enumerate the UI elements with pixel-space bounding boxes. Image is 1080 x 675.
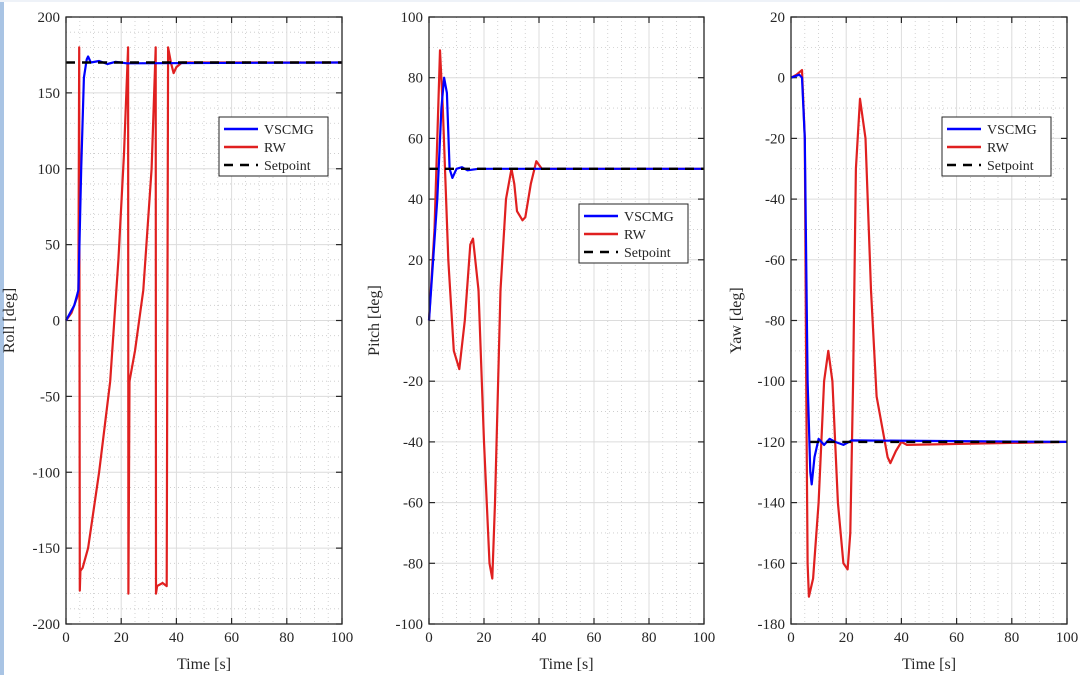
y-tick-label: -80	[765, 314, 785, 330]
window-edge	[0, 0, 4, 675]
y-tick-label: -40	[765, 192, 785, 208]
x-tick-label: 100	[1056, 630, 1079, 646]
legend-label-vscmg: VSCMG	[624, 210, 674, 225]
y-tick-label: 0	[778, 71, 786, 87]
x-tick-label: 40	[169, 630, 184, 646]
x-tick-label: 20	[114, 630, 129, 646]
y-tick-label: -150	[33, 541, 61, 557]
y-tick-label: 100	[38, 162, 61, 178]
x-tick-label: 80	[279, 630, 294, 646]
y-tick-label: -50	[40, 389, 60, 405]
y-tick-label: -160	[758, 556, 786, 572]
x-tick-label: 100	[693, 630, 716, 646]
subplot-roll: 0 20 40 60 80 100 -200 -150 -100 -50 0 50 100 150 200 T…	[1, 10, 353, 673]
x-tick-label: 20	[477, 630, 492, 646]
legend-label-vscmg: VSCMG	[264, 123, 314, 138]
axes-frame	[428, 16, 705, 625]
x-tick-label: 60	[587, 630, 602, 646]
series-line-vscmg	[790, 73, 1068, 486]
legend-label-vscmg: VSCMG	[987, 123, 1037, 138]
x-tick-label: 40	[894, 630, 909, 646]
legend-label-rw: RW	[624, 228, 647, 243]
legend-label-setpoint: Setpoint	[624, 246, 671, 261]
x-tick-label: 80	[1004, 630, 1019, 646]
axes-frame	[790, 16, 1068, 625]
x-axis-label: Time [s]	[177, 656, 231, 673]
legend-label-rw: RW	[987, 141, 1010, 156]
y-tick-label: -120	[758, 435, 786, 451]
y-axis-label: Yaw [deg]	[728, 287, 745, 353]
y-tick-label: 20	[408, 253, 423, 269]
legend-label-setpoint: Setpoint	[987, 159, 1034, 174]
y-tick-label: 80	[408, 71, 423, 87]
y-tick-label: -40	[403, 435, 423, 451]
x-tick-label: 0	[62, 630, 70, 646]
subplot-pitch: 0 20 40 60 80 100 -100 -80 -60 -40 -20 0 20 40 60 80 100…	[366, 10, 715, 673]
legend: VSCMG RW Setpoint	[941, 116, 1052, 177]
y-tick-label: -100	[758, 374, 786, 390]
y-tick-label: -60	[403, 496, 423, 512]
legend-label-setpoint: Setpoint	[264, 159, 311, 174]
y-tick-label: 20	[770, 10, 785, 26]
series-line-rw	[427, 49, 704, 580]
y-tick-label: -80	[403, 556, 423, 572]
series-line-rw	[65, 46, 342, 595]
y-tick-label: 40	[408, 192, 423, 208]
x-tick-label: 100	[331, 630, 354, 646]
y-tick-label: -140	[758, 496, 786, 512]
y-tick-label: -100	[33, 465, 61, 481]
legend: VSCMG RW Setpoint	[218, 116, 329, 177]
y-tick-label: 100	[401, 10, 424, 26]
y-tick-label: -180	[758, 617, 786, 633]
y-tick-label: -60	[765, 253, 785, 269]
y-tick-label: 0	[416, 314, 424, 330]
x-tick-label: 60	[949, 630, 964, 646]
x-tick-label: 20	[839, 630, 854, 646]
legend: VSCMG RW Setpoint	[578, 203, 689, 264]
window-top-edge	[0, 0, 1080, 2]
x-tick-label: 40	[532, 630, 547, 646]
x-axis-label: Time [s]	[902, 656, 956, 673]
y-axis-label: Pitch [deg]	[366, 285, 383, 356]
x-tick-label: 0	[425, 630, 433, 646]
x-axis-label: Time [s]	[539, 656, 593, 673]
y-tick-label: 60	[408, 131, 423, 147]
subplot-yaw: 0 20 40 60 80 100 -180 -160 -140 -120 -100 -80 -60 -4…	[728, 10, 1078, 673]
y-tick-label: 150	[38, 86, 61, 102]
y-tick-label: 200	[38, 10, 61, 26]
x-tick-label: 0	[787, 630, 795, 646]
axes-frame	[65, 16, 343, 625]
y-tick-label: 0	[53, 314, 61, 330]
y-tick-label: -20	[403, 374, 423, 390]
y-axis-label: Roll [deg]	[1, 288, 18, 353]
series-line-vscmg	[427, 76, 704, 321]
x-tick-label: 80	[642, 630, 657, 646]
legend-label-rw: RW	[264, 141, 287, 156]
y-tick-label: -100	[396, 617, 424, 633]
y-tick-label: 50	[45, 238, 60, 254]
x-tick-label: 60	[224, 630, 239, 646]
y-tick-label: -200	[33, 617, 61, 633]
y-tick-label: -20	[765, 131, 785, 147]
series-line-rw	[790, 68, 1068, 598]
